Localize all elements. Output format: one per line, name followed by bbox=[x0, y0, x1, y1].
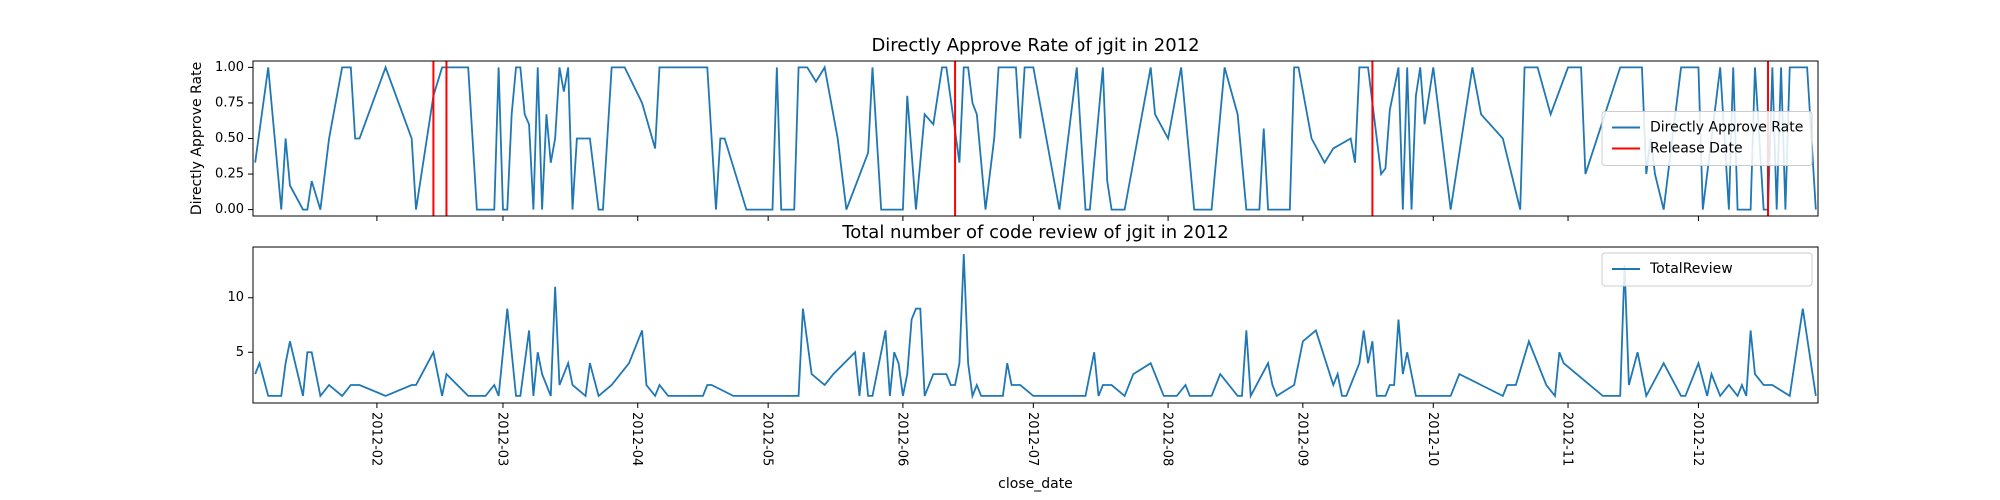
y-tick-label: 0.00 bbox=[215, 202, 244, 217]
legend-label: Release Date bbox=[1650, 141, 1743, 157]
x-tick-label: 2012-06 bbox=[894, 412, 909, 466]
x-tick-label: 2012-03 bbox=[494, 412, 509, 466]
y-axis-label: Directly Approve Rate bbox=[189, 62, 205, 215]
x-tick-label: 2012-02 bbox=[368, 412, 383, 466]
data-line bbox=[254, 64, 1817, 211]
x-tick-label: 2012-09 bbox=[1294, 412, 1309, 466]
x-tick-label: 2012-05 bbox=[760, 412, 775, 466]
data-line bbox=[254, 254, 1817, 400]
chart-title: Directly Approve Rate of jgit in 2012 bbox=[871, 35, 1199, 56]
x-axis-label: close_date bbox=[998, 476, 1073, 492]
legend-box bbox=[1601, 111, 1813, 166]
x-tick-label: 2012-12 bbox=[1690, 412, 1705, 466]
x-tick-label: 2012-10 bbox=[1425, 412, 1440, 466]
x-tick-label: 2012-11 bbox=[1560, 412, 1575, 466]
y-tick-label: 10 bbox=[227, 290, 244, 305]
y-tick-label: 0.50 bbox=[215, 131, 244, 146]
chart-title: Total number of code review of jgit in 2… bbox=[841, 222, 1228, 243]
y-tick-label: 5 bbox=[236, 345, 244, 360]
x-tick-label: 2012-08 bbox=[1160, 412, 1175, 466]
y-tick-label: 1.00 bbox=[215, 60, 244, 75]
y-tick-label: 0.75 bbox=[215, 95, 244, 110]
plot-frame bbox=[252, 246, 1819, 404]
plot-frame bbox=[252, 60, 1819, 217]
x-tick-label: 2012-07 bbox=[1025, 412, 1040, 466]
y-tick-label: 0.25 bbox=[215, 167, 244, 182]
legend-box bbox=[1601, 252, 1813, 287]
x-tick-label: 2012-04 bbox=[629, 412, 644, 466]
legend-label: TotalReview bbox=[1649, 261, 1733, 277]
legend-label: Directly Approve Rate bbox=[1650, 120, 1803, 136]
